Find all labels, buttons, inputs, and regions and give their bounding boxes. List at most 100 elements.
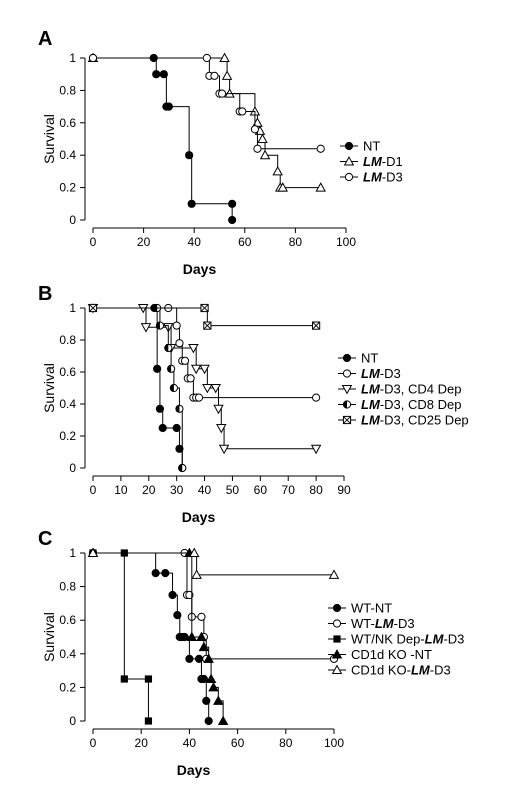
data-point xyxy=(152,70,161,79)
data-point xyxy=(310,444,322,455)
data-point xyxy=(186,631,198,642)
x-tick-label: 60 xyxy=(238,235,252,249)
legend-label: WT-NT xyxy=(351,601,392,616)
x-tick-label: 100 xyxy=(336,235,356,249)
data-point xyxy=(259,149,271,160)
panel-b: B 0 10 20 30 40 50 60 70 80 90 0 0.2 0.4 0.6 0.8 1 Days Su… xyxy=(38,283,469,525)
legend-label: WT/NK Dep-LM-D3 xyxy=(351,632,464,647)
x-tick-label: 40 xyxy=(188,235,202,249)
y-axis-label: Survival xyxy=(41,612,57,662)
series-line xyxy=(93,307,183,468)
data-point xyxy=(144,717,153,725)
data-point xyxy=(210,383,221,394)
data-point xyxy=(216,423,227,434)
data-point xyxy=(153,364,162,373)
series-line xyxy=(93,307,183,468)
data-point xyxy=(315,182,326,192)
legend-label: LM-D3 xyxy=(363,170,403,185)
data-point xyxy=(257,133,268,144)
data-point xyxy=(202,696,211,705)
data-point xyxy=(219,52,230,63)
data-point xyxy=(159,70,168,79)
data-point xyxy=(218,444,230,455)
legend-marker xyxy=(332,619,342,628)
x-tick-label: 50 xyxy=(226,483,240,497)
legend-item: WT-NT xyxy=(328,601,392,616)
data-point xyxy=(140,323,152,333)
data-point xyxy=(197,612,206,621)
legend-marker xyxy=(333,635,341,643)
x-tick-label: 0 xyxy=(90,235,97,249)
legend-item: LM-D1 xyxy=(340,154,403,169)
x-tick-label: 20 xyxy=(135,736,149,750)
y-axis-label: Survival xyxy=(41,363,57,413)
legend-marker xyxy=(344,172,354,182)
y-tick-label: 1 xyxy=(69,301,76,315)
y-tick-label: 0.6 xyxy=(59,116,76,130)
data-point xyxy=(228,215,237,225)
data-point xyxy=(203,653,214,663)
data-point xyxy=(312,321,321,330)
data-point xyxy=(169,383,178,393)
series-wt-lm-d3 xyxy=(88,548,339,663)
y-tick-label: 0 xyxy=(69,714,76,728)
data-point xyxy=(175,444,184,453)
data-point xyxy=(173,611,182,620)
data-point xyxy=(196,631,207,642)
series-line xyxy=(93,552,334,660)
x-tick-label: 80 xyxy=(279,736,293,750)
y-tick-label: 1 xyxy=(69,51,76,65)
data-point xyxy=(191,569,202,579)
legend-label: CD1d KO -NT xyxy=(351,647,432,662)
series-nt xyxy=(88,53,237,225)
data-point xyxy=(199,364,210,375)
x-axis-label: Days xyxy=(177,762,211,778)
data-point xyxy=(164,102,173,111)
data-point xyxy=(87,547,99,558)
legend-item: LM-D3, CD8 Dep xyxy=(338,397,461,412)
legend-marker xyxy=(342,369,352,378)
x-tick-label: 70 xyxy=(282,483,296,497)
y-tick-label: 0.4 xyxy=(59,397,76,411)
data-point xyxy=(161,569,170,578)
data-point xyxy=(200,303,209,313)
series-wt-nk-dep-lm-d3 xyxy=(89,549,153,725)
legend-item: WT-LM-D3 xyxy=(328,616,415,631)
x-tick-label: 80 xyxy=(309,483,323,497)
data-point xyxy=(155,404,165,413)
x-tick-label: 40 xyxy=(183,736,197,750)
data-point xyxy=(185,654,194,663)
data-point xyxy=(205,673,217,684)
x-tick-label: 10 xyxy=(114,483,128,497)
x-tick-label: 90 xyxy=(337,483,351,497)
legend-item: CD1d KO-LM-D3 xyxy=(328,663,451,678)
legend-marker xyxy=(332,603,342,613)
x-axis-label: Days xyxy=(183,261,217,277)
y-tick-label: 0.2 xyxy=(59,429,76,443)
data-point xyxy=(277,182,288,192)
series-lm-d3 xyxy=(88,53,325,153)
legend-item: CD1d KO -NT xyxy=(328,647,432,662)
x-tick-label: 40 xyxy=(198,483,212,497)
legend-label: NT xyxy=(361,351,378,366)
y-tick-label: 0.6 xyxy=(59,613,76,627)
legend-label: LM-D3, CD8 Dep xyxy=(361,397,461,412)
x-tick-label: 80 xyxy=(289,235,303,249)
data-point xyxy=(221,70,233,80)
y-axis-label: Survival xyxy=(41,114,57,164)
y-tick-label: 0.8 xyxy=(59,83,76,97)
legend-label: NT xyxy=(363,139,380,154)
legend-marker xyxy=(342,400,352,409)
data-point xyxy=(144,675,153,683)
data-point xyxy=(194,654,204,663)
data-point xyxy=(213,695,224,705)
panel-c: C 0 20 40 60 80 100 0 0.2 0.4 0.6 0.8 1 Days Survival W… xyxy=(38,528,464,778)
y-tick-label: 0 xyxy=(69,461,76,475)
x-tick-label: 0 xyxy=(90,483,97,497)
y-tick-label: 0.6 xyxy=(59,365,76,379)
data-point xyxy=(168,590,177,600)
legend-item: NT xyxy=(338,351,378,366)
data-point xyxy=(204,716,213,726)
